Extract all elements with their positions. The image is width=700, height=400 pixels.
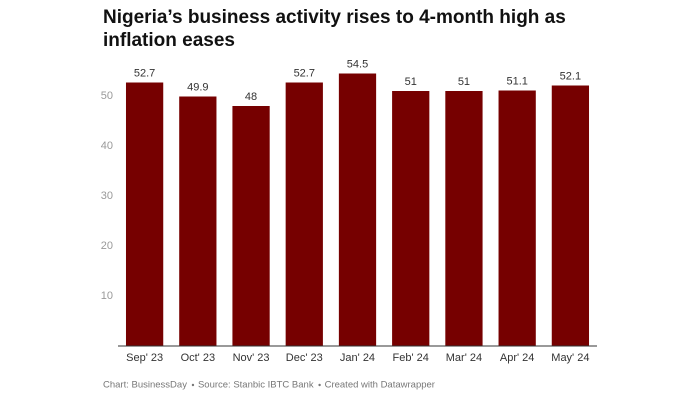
footer-text: Created with Datawrapper — [325, 380, 435, 391]
value-label: 52.1 — [560, 70, 581, 82]
chart-title: Nigeria’s business activity rises to 4-m… — [103, 7, 566, 51]
value-label: 51 — [405, 76, 417, 88]
value-label: 48 — [245, 91, 257, 103]
bar — [232, 106, 270, 346]
footer-text: Chart: BusinessDay — [103, 380, 187, 391]
bar — [445, 91, 483, 346]
value-label: 52.7 — [134, 67, 155, 79]
x-tick-label: Nov' 23 — [233, 352, 270, 364]
x-tick-label: Apr' 24 — [500, 352, 535, 364]
y-tick-label: 50 — [101, 90, 113, 102]
bar — [551, 85, 590, 346]
bar — [285, 82, 323, 346]
bar — [125, 82, 164, 346]
value-label: 51.1 — [506, 75, 527, 87]
x-tick-label: Sep' 23 — [126, 352, 163, 364]
y-tick-label: 30 — [101, 190, 113, 202]
bar — [498, 90, 536, 346]
bar — [392, 91, 430, 346]
value-label: 52.7 — [294, 67, 315, 79]
x-tick-label: Feb' 24 — [393, 352, 429, 364]
separator — [318, 383, 321, 387]
x-tick-label: May' 24 — [551, 352, 589, 364]
value-label: 49.9 — [187, 81, 208, 93]
bar — [179, 96, 217, 346]
separator — [191, 383, 195, 387]
y-tick-label: 40 — [101, 140, 113, 152]
value-label: 54.5 — [347, 58, 368, 70]
footer-text: Source: Stanbic IBTC Bank — [198, 380, 314, 391]
y-tick-label: 20 — [101, 240, 113, 252]
x-tick-label: Mar' 24 — [446, 352, 482, 364]
x-tick-label: Oct' 23 — [181, 352, 216, 364]
x-tick-label: Dec' 23 — [286, 352, 323, 364]
bar — [338, 73, 377, 346]
y-tick-label: 10 — [101, 290, 113, 302]
value-label: 51 — [458, 76, 470, 88]
x-tick-label: Jan' 24 — [340, 352, 375, 364]
